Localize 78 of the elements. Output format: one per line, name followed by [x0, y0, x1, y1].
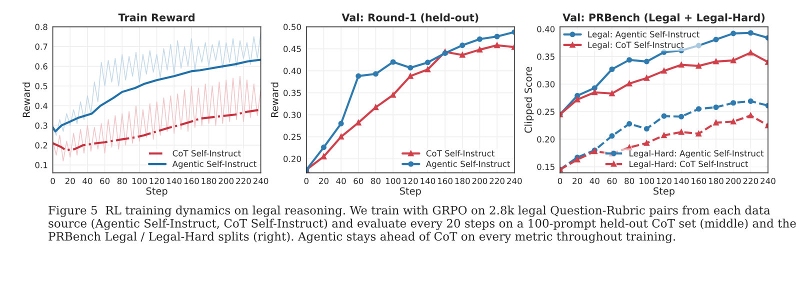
x-tick-label: 160: [438, 178, 452, 184]
chart-title: Train Reward: [118, 13, 194, 22]
legend-label: CoT Self-Instruct: [426, 150, 494, 156]
legend-label: Agentic Self-Instruct: [426, 160, 510, 169]
y-tick-label: 0.3: [35, 122, 48, 129]
y-tick-label: 0.6: [35, 63, 48, 70]
y-axis-title: Clipped Score: [524, 66, 534, 133]
legend-label: CoT Self-Instruct: [172, 150, 241, 156]
x-tick-label: 20: [319, 178, 328, 184]
y-tick-label: 0.35: [537, 54, 554, 60]
y-tick-label: 0.2: [35, 142, 48, 148]
x-tick-label: 140: [674, 178, 689, 184]
legend-label: Legal: CoT Self-Instruct: [588, 42, 684, 50]
legend-label: Legal-Hard: Agentic Self-Instruct: [630, 150, 764, 158]
x-tick-label: 180: [708, 178, 724, 184]
x-tick-label: 140: [167, 178, 182, 184]
y-tick-label: 0.25: [537, 108, 554, 115]
x-tick-label: 60: [100, 178, 110, 184]
y-tick-label: 0.8: [35, 24, 48, 30]
x-axis-title: Step: [654, 187, 675, 197]
x-tick-label: 200: [472, 178, 488, 184]
x-tick-label: 40: [590, 178, 600, 184]
x-tick-label: 20: [65, 178, 75, 184]
x-tick-label: 200: [726, 178, 741, 184]
x-tick-label: 200: [218, 178, 234, 184]
y-tick-label: 0.1: [35, 162, 48, 168]
y-tick-label: 0.30: [284, 112, 301, 118]
x-tick-label: 80: [624, 178, 634, 184]
x-tick-label: 0: [50, 178, 55, 184]
y-tick-label: 0.20: [537, 136, 555, 143]
x-tick-label: 0: [304, 178, 308, 184]
chart-title: Val: PRBench (Legal + Legal-Hard): [562, 13, 765, 24]
x-tick-label: 180: [202, 178, 216, 184]
caption: Figure 5 RL training dynamics on legal reasoning. We train with GRPO on 2.8k legal Question-Rubric pairs from each data source (Agentic Self-Instruct, CoT Self-Instruct) and evaluate every 20 steps on a 100-prompt held-out CoT set (middle) and the PRBench Legal / Legal-Hard splits (right). Agentic stays ahead of CoT on every metric throughout training.: [48, 206, 796, 244]
x-tick-label: 40: [82, 178, 92, 184]
chart-title: Val: Round-1 (held-out): [342, 13, 478, 23]
y-tick-label: 0.40: [537, 26, 555, 32]
x-tick-label: 160: [184, 178, 199, 184]
y-tick-label: 0.45: [284, 46, 301, 52]
x-tick-label: 80: [370, 178, 380, 184]
y-tick-label: 0.50: [284, 24, 301, 30]
x-tick-label: 160: [692, 178, 706, 184]
x-tick-label: 120: [403, 178, 418, 184]
x-tick-label: 0: [558, 178, 562, 184]
x-axis-title: Step: [146, 187, 168, 197]
x-tick-label: 140: [420, 178, 436, 184]
y-tick-label: 0.30: [537, 81, 555, 88]
x-tick-label: 180: [455, 178, 470, 184]
x-tick-label: 220: [490, 178, 504, 184]
y-tick-label: 0.7: [35, 44, 48, 50]
x-tick-label: 60: [607, 178, 617, 184]
x-tick-label: 80: [117, 178, 127, 184]
x-tick-label: 100: [132, 178, 147, 184]
x-tick-label: 220: [743, 178, 758, 184]
y-tick-label: 0.20: [284, 156, 301, 162]
x-tick-label: 100: [640, 178, 654, 184]
x-tick-label: 120: [150, 178, 164, 184]
y-tick-label: 0.35: [284, 90, 301, 96]
legend-label: Agentic Self-Instruct: [172, 160, 256, 169]
x-tick-label: 240: [253, 178, 268, 184]
x-tick-label: 100: [386, 178, 400, 184]
y-tick-label: 0.40: [284, 68, 301, 74]
x-tick-label: 240: [507, 178, 522, 184]
x-tick-label: 60: [354, 178, 364, 184]
y-axis-title: Reward: [270, 82, 278, 117]
x-axis-title: Step: [400, 187, 421, 197]
x-tick-label: 120: [656, 178, 672, 184]
y-tick-label: 0.25: [284, 134, 301, 140]
y-axis-title: Reward: [22, 82, 30, 117]
x-tick-label: 40: [336, 178, 346, 184]
legend-label: Legal: Agentic Self-Instruct: [588, 30, 700, 40]
legend-label: Legal-Hard: CoT Self-Instruct: [630, 160, 748, 169]
y-tick-label: 0.15: [537, 164, 554, 170]
x-tick-label: 220: [236, 178, 251, 184]
x-tick-label: 240: [760, 178, 776, 184]
y-tick-label: 0.4: [35, 102, 48, 110]
y-tick-label: 0.5: [35, 83, 48, 90]
x-tick-label: 20: [572, 178, 582, 184]
